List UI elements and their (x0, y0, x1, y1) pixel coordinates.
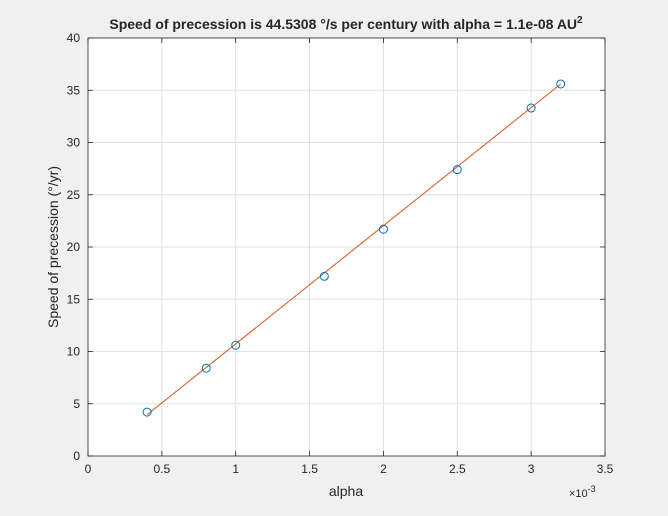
y-tick-label: 10 (67, 345, 81, 359)
x-tick-label: 0.5 (154, 462, 171, 476)
x-tick-label: 2.5 (449, 462, 466, 476)
x-tick-label: 1 (232, 462, 239, 476)
x-axis-exponent-base: ×10 (569, 488, 588, 500)
y-axis-ticks: 0 5 10 15 20 25 30 35 40 (67, 31, 605, 463)
x-tick-label: 2 (380, 462, 387, 476)
data-points (142, 79, 566, 417)
y-tick-label: 35 (67, 83, 81, 97)
x-tick-label: 3.5 (597, 462, 614, 476)
data-point (319, 271, 329, 281)
x-tick-label: 0 (85, 462, 92, 476)
x-tick-label: 3 (528, 462, 535, 476)
chart-title: Speed of precession is 44.5308 °/s per c… (109, 15, 583, 32)
y-axis-label: Speed of precession (°/yr) (45, 166, 61, 328)
y-tick-label: 25 (67, 188, 81, 202)
y-tick-label: 40 (67, 31, 81, 45)
x-axis-exponent-power: -3 (588, 484, 596, 494)
x-axis-ticks: 0 0.5 1 1.5 2 2.5 3 3.5 (85, 38, 614, 476)
data-point (378, 224, 388, 234)
x-axis-label: alpha (329, 483, 363, 499)
data-point (231, 340, 241, 350)
y-tick-label: 0 (73, 449, 80, 463)
fit-line (146, 83, 561, 416)
data-point (556, 79, 566, 89)
y-tick-label: 5 (73, 397, 80, 411)
chart-title-main: Speed of precession is 44.5308 °/s per c… (109, 16, 577, 32)
data-point (526, 103, 536, 113)
x-tick-label: 1.5 (301, 462, 318, 476)
x-axis-exponent: ×10-3 (569, 484, 596, 500)
data-point (201, 363, 211, 373)
fit-line-group (146, 83, 561, 416)
y-tick-label: 15 (67, 292, 81, 306)
data-point (142, 407, 152, 417)
data-point (452, 165, 462, 175)
y-tick-label: 20 (67, 240, 81, 254)
y-tick-label: 30 (67, 136, 81, 150)
chart-title-superscript: 2 (577, 15, 583, 26)
